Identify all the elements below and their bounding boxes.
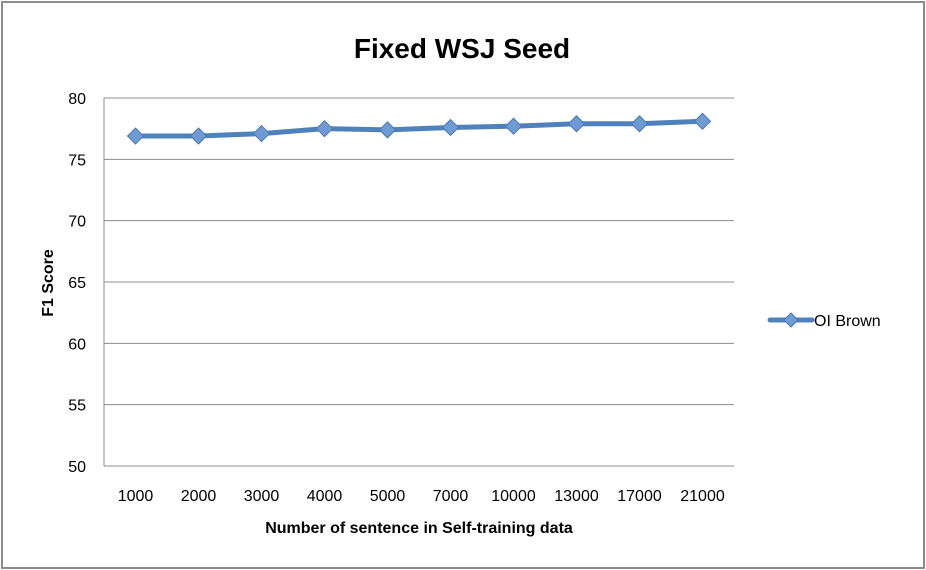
x-tick-label: 10000: [491, 488, 536, 505]
series-layer: [126, 112, 712, 145]
gridlines: [103, 97, 734, 467]
data-point: [126, 127, 145, 145]
data-point: [630, 115, 649, 133]
x-tick-label: 1000: [118, 488, 154, 505]
series-line-0: [133, 118, 705, 139]
legend-label-oi-brown: OI Brown: [814, 313, 881, 330]
y-tick-label: 75: [68, 152, 86, 169]
x-tick-label: 17000: [617, 488, 662, 505]
data-point: [441, 118, 460, 137]
y-tick-label: 50: [68, 459, 86, 476]
y-axis-label: F1 Score: [40, 249, 57, 317]
x-tick-label: 3000: [244, 488, 280, 505]
y-tick-labels: 50 55 60 65 70 75 80: [68, 91, 86, 476]
x-tick-label: 5000: [370, 488, 406, 505]
x-tick-label: 2000: [181, 488, 217, 505]
y-tick-label: 55: [68, 398, 86, 415]
y-tick-label: 60: [68, 336, 86, 353]
data-point: [189, 127, 208, 145]
x-tick-label: 21000: [680, 488, 725, 505]
data-point: [504, 117, 523, 135]
y-tick-label: 80: [68, 91, 86, 108]
x-tick-labels: 1000 2000 3000 4000 5000 7000 10000 13000 17000 2…: [118, 488, 725, 505]
data-point: [252, 124, 271, 143]
x-tick-label: 13000: [554, 488, 599, 505]
data-point: [693, 112, 712, 131]
legend: OI Brown: [767, 312, 881, 330]
y-tick-label: 70: [68, 214, 86, 231]
x-axis-label: Number of sentence in Self-training data: [265, 520, 573, 537]
x-tick-label: 7000: [433, 488, 469, 505]
data-point: [378, 121, 397, 139]
data-point: [567, 115, 586, 133]
data-point: [315, 119, 334, 138]
legend-marker-oi-brown: [783, 312, 799, 328]
x-tick-label: 4000: [307, 488, 343, 505]
y-tick-label: 65: [68, 275, 86, 292]
chart-title: Fixed WSJ Seed: [354, 33, 570, 64]
